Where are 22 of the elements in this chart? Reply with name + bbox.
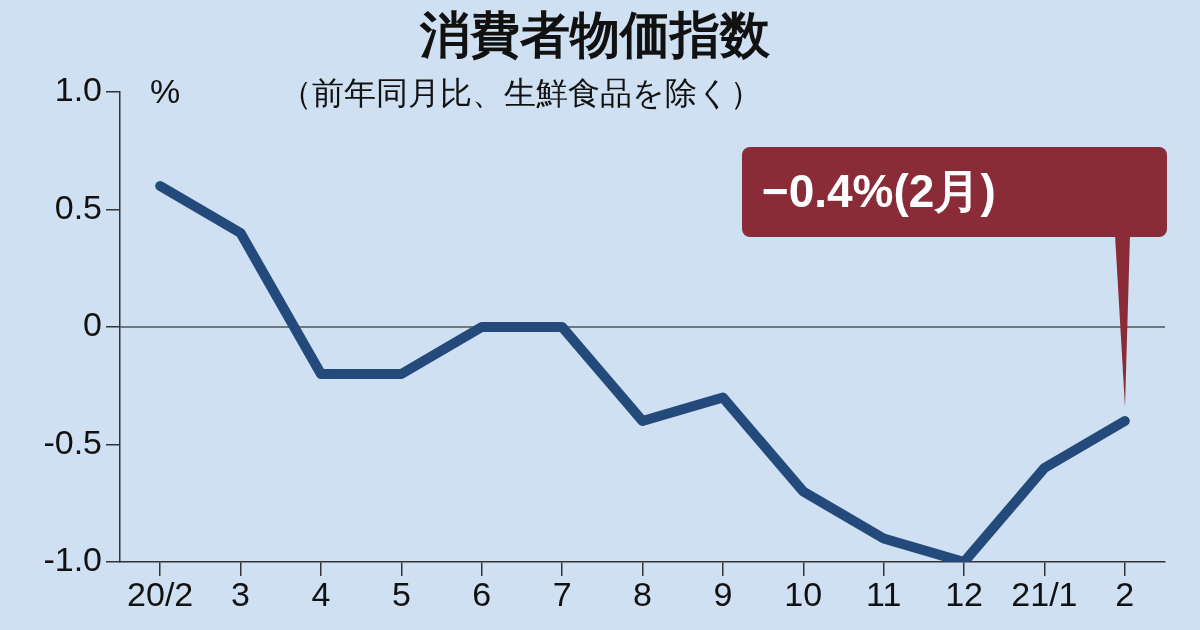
- x-tick-label: 3: [231, 574, 251, 613]
- x-tick-label: 12: [945, 574, 983, 613]
- chart-subtitle: （前年同月比、生鮮食品を除く）: [280, 73, 762, 114]
- x-tick-label: 4: [311, 574, 331, 613]
- x-tick-label: 10: [784, 574, 823, 613]
- chart-title: 消費者物価指数: [419, 5, 771, 66]
- y-tick-label: 0: [83, 305, 102, 344]
- x-tick-label: 2: [1115, 574, 1135, 613]
- y-axis-title: %: [150, 72, 181, 111]
- y-tick-label: -1.0: [43, 540, 102, 579]
- x-tick-label: 20/2: [127, 574, 194, 613]
- y-tick-label: 1.0: [54, 70, 102, 109]
- x-tick-label: 5: [391, 574, 411, 613]
- x-tick-label: 6: [472, 574, 492, 613]
- x-tick-label: 9: [713, 574, 733, 613]
- x-tick-label: 21/1: [1011, 574, 1078, 613]
- x-tick-label: 8: [633, 574, 652, 613]
- y-tick-label: -0.5: [43, 422, 102, 461]
- y-tick-label: 0.5: [54, 187, 102, 226]
- x-tick-label: 7: [552, 574, 572, 613]
- annotation: −0.4%(2月): [761, 164, 996, 219]
- x-tick-label: 11: [866, 574, 902, 613]
